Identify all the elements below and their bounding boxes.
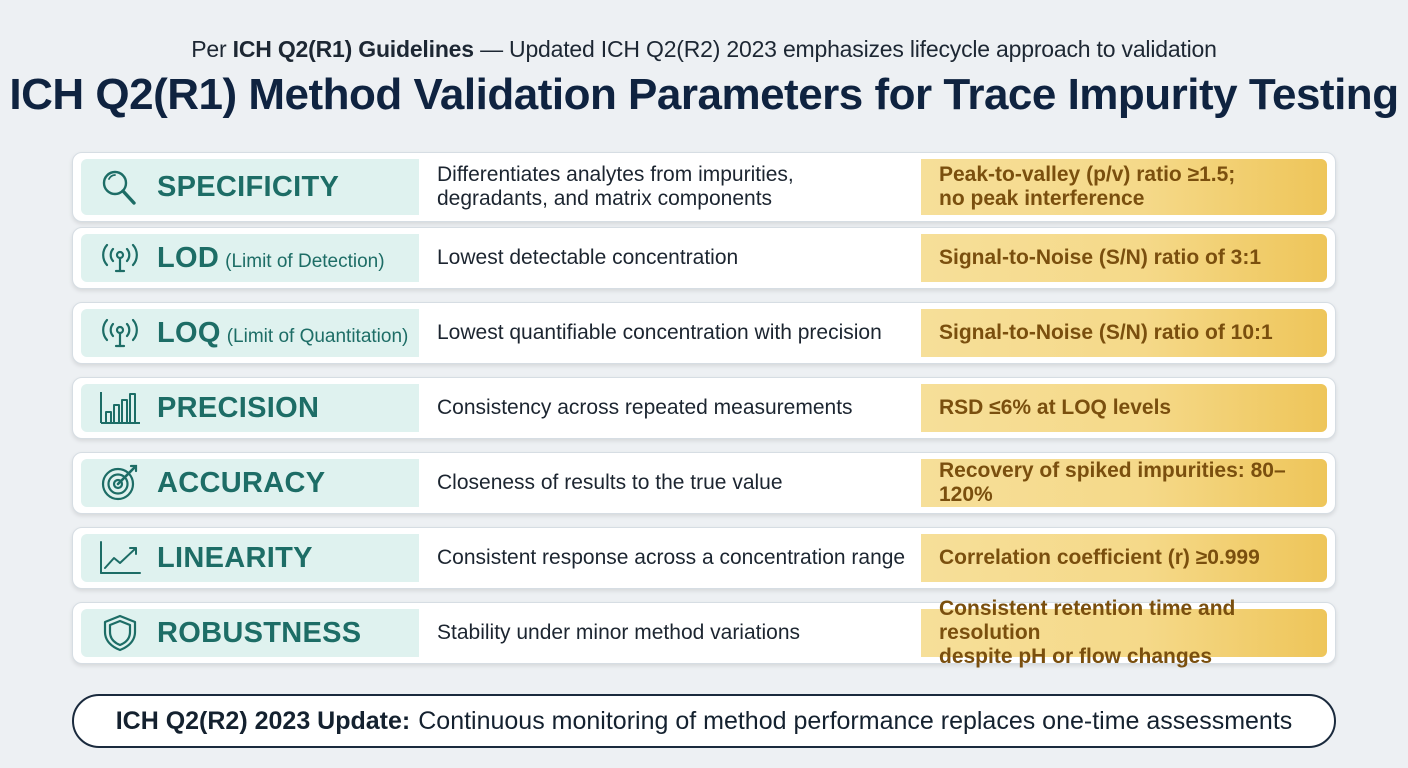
target-icon xyxy=(95,461,145,505)
parameter-row-precision: PRECISION Consistency across repeated me… xyxy=(72,377,1336,439)
description-line: Consistency across repeated measurements xyxy=(437,396,853,419)
magnifier-icon xyxy=(95,165,145,209)
parameter-description: Differentiates analytes from impurities,… xyxy=(437,153,917,221)
parameter-description: Lowest detectable concentration xyxy=(437,228,917,288)
parameter-cell: LINEARITY xyxy=(81,534,419,582)
parameter-description: Consistent response across a concentrati… xyxy=(437,528,917,588)
description-line: Lowest detectable concentration xyxy=(437,246,739,269)
parameter-row-lod: LOD (Limit of Detection) Lowest detectabl… xyxy=(72,227,1336,289)
criteria-line: Consistent retention time and resolution xyxy=(939,597,1236,644)
parameter-subname: (Limit of Detection) xyxy=(225,250,385,272)
signal-icon xyxy=(95,236,145,280)
page-title: ICH Q2(R1) Method Validation Parameters … xyxy=(9,70,1399,119)
parameter-name: LOD (Limit of Detection) xyxy=(157,242,385,275)
bar-chart-icon xyxy=(95,386,145,430)
acceptance-criteria: Consistent retention time and resolution… xyxy=(921,597,1327,668)
description-line: Lowest quantifiable concentration with p… xyxy=(437,321,882,344)
parameter-cell: ACCURACY xyxy=(81,459,419,507)
description-line: Closeness of results to the true value xyxy=(437,471,783,494)
parameter-name: LOQ (Limit of Quantitation) xyxy=(157,317,408,350)
criteria-line: Peak-to-valley (p/v) ratio ≥1.5; xyxy=(939,163,1236,186)
criteria-line: Signal-to-Noise (S/N) ratio of 10:1 xyxy=(939,321,1273,344)
parameter-description: Consistency across repeated measurements xyxy=(437,378,917,438)
acceptance-criteria: Correlation coefficient (r) ≥0.999 xyxy=(921,534,1327,582)
criteria-line: no peak interference xyxy=(939,187,1145,210)
parameter-subname: (Limit of Quantitation) xyxy=(226,325,409,347)
parameter-row-loq: LOQ (Limit of Quantitation) Lowest quanti… xyxy=(72,302,1336,364)
description-line: Stability under minor method variations xyxy=(437,621,801,644)
description-line: Differentiates analytes from impurities, xyxy=(437,163,794,186)
parameter-name: ROBUSTNESS xyxy=(157,616,362,649)
parameter-row-specificity: SPECIFICITY Differentiates analytes from… xyxy=(72,152,1336,222)
parameter-name-text: LOD xyxy=(157,241,220,274)
parameter-table: SPECIFICITY Differentiates analytes from… xyxy=(72,152,1336,677)
update-banner: ICH Q2(R2) 2023 Update: Continuous monit… xyxy=(72,694,1336,748)
parameter-name: SPECIFICITY xyxy=(157,170,340,203)
criteria-line: Recovery of spiked impurities: 80–120% xyxy=(939,459,1286,506)
description-line: degradants, and matrix components xyxy=(437,187,773,210)
parameter-name: LINEARITY xyxy=(157,541,313,574)
parameter-name-text: LOQ xyxy=(157,316,221,349)
signal-icon xyxy=(95,311,145,355)
criteria-line: despite pH or flow changes xyxy=(939,645,1213,668)
acceptance-criteria: Peak-to-valley (p/v) ratio ≥1.5; no peak… xyxy=(921,159,1327,215)
parameter-cell: SPECIFICITY xyxy=(81,159,419,215)
parameter-cell: ROBUSTNESS xyxy=(81,609,419,657)
criteria-line: RSD ≤6% at LOQ levels xyxy=(939,396,1172,419)
acceptance-criteria: RSD ≤6% at LOQ levels xyxy=(921,384,1327,432)
subtitle-rest: — Updated ICH Q2(R2) 2023 emphasizes lif… xyxy=(480,36,1217,62)
shield-icon xyxy=(95,611,145,655)
criteria-line: Correlation coefficient (r) ≥0.999 xyxy=(939,546,1260,569)
subtitle-guideline: ICH Q2(R1) Guidelines xyxy=(232,36,474,62)
trend-line-icon xyxy=(95,536,145,580)
acceptance-criteria: Signal-to-Noise (S/N) ratio of 3:1 xyxy=(921,234,1327,282)
page-subtitle: Per ICH Q2(R1) Guidelines — Updated ICH … xyxy=(0,36,1408,63)
parameter-row-robustness: ROBUSTNESS Stability under minor method … xyxy=(72,597,1336,668)
criteria-line: Signal-to-Noise (S/N) ratio of 3:1 xyxy=(939,246,1262,269)
update-banner-label: ICH Q2(R2) 2023 Update: xyxy=(115,706,411,735)
parameter-cell: LOD (Limit of Detection) xyxy=(81,234,419,282)
parameter-cell: PRECISION xyxy=(81,384,419,432)
acceptance-criteria: Recovery of spiked impurities: 80–120% xyxy=(921,459,1327,507)
update-banner-text: Continuous monitoring of method performa… xyxy=(418,706,1293,735)
parameter-name: PRECISION xyxy=(157,391,320,424)
subtitle-prefix: Per xyxy=(191,36,227,62)
parameter-row-accuracy: ACCURACY Closeness of results to the tru… xyxy=(72,452,1336,514)
description-line: Consistent response across a concentrati… xyxy=(437,546,906,569)
acceptance-criteria: Signal-to-Noise (S/N) ratio of 10:1 xyxy=(921,309,1327,357)
parameter-description: Stability under minor method variations xyxy=(437,603,917,663)
parameter-description: Closeness of results to the true value xyxy=(437,453,917,513)
parameter-cell: LOQ (Limit of Quantitation) xyxy=(81,309,419,357)
parameter-row-linearity: LINEARITY Consistent response across a c… xyxy=(72,527,1336,589)
parameter-description: Lowest quantifiable concentration with p… xyxy=(437,303,917,363)
parameter-name: ACCURACY xyxy=(157,466,326,499)
